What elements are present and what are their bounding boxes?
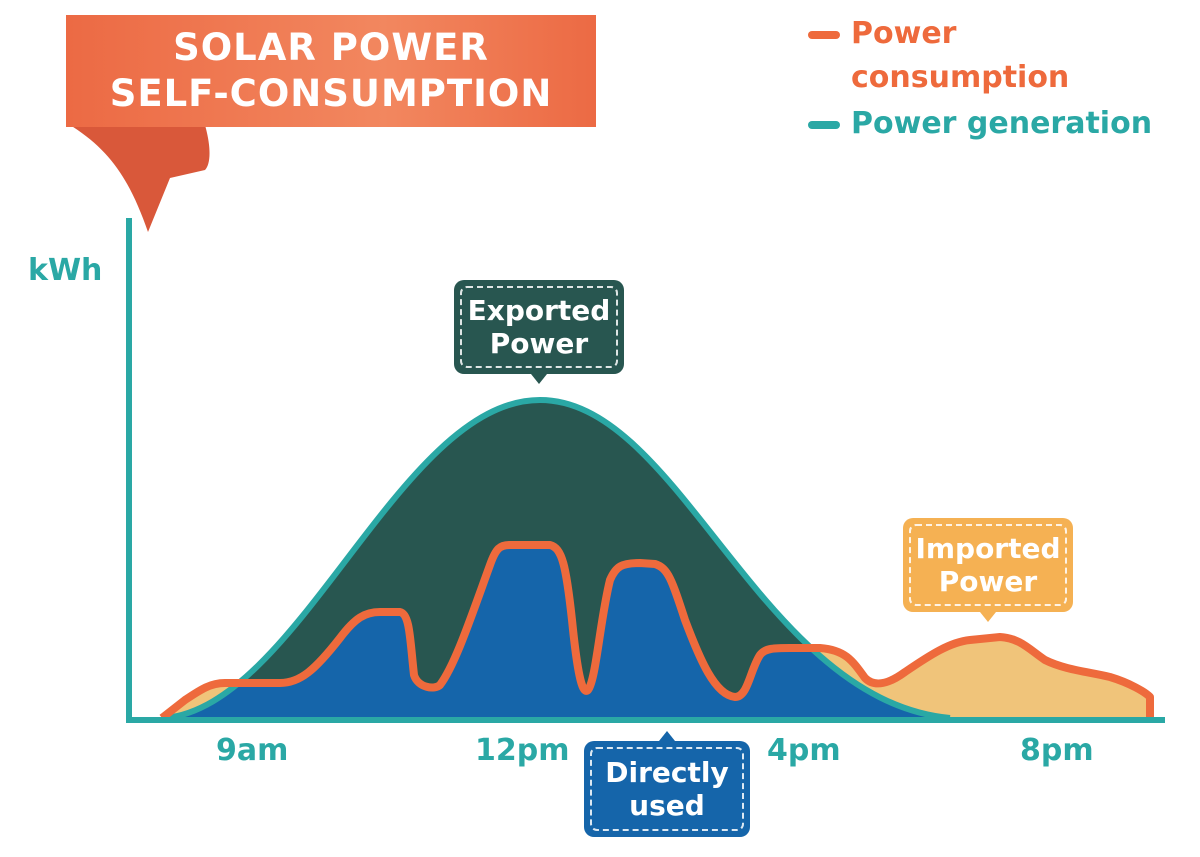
legend-item-consumption: Power consumption (808, 15, 1188, 95)
directly-used-callout: Directly used (584, 731, 750, 837)
legend-item-generation: Power generation (808, 105, 1188, 145)
legend-swatch-consumption (808, 31, 840, 39)
legend-swatch-generation (808, 121, 840, 129)
banner-tail (70, 125, 210, 232)
legend-label: Power (851, 16, 957, 51)
title-line-2: SELF-CONSUMPTION (109, 72, 553, 115)
callout-text: Power (489, 327, 589, 360)
title-line-1: SOLAR POWER (173, 26, 489, 69)
x-tick-label: 9am (216, 733, 289, 768)
legend-label: Power generation (851, 106, 1153, 141)
imported-power-callout: Imported Power (903, 518, 1073, 622)
exported-power-callout: Exported Power (454, 280, 624, 384)
x-tick-label: 8pm (1020, 733, 1094, 768)
callout-text: Exported (467, 294, 611, 327)
title-banner: SOLAR POWER SELF-CONSUMPTION (66, 15, 596, 127)
power-generation-line (164, 396, 951, 721)
y-axis-label: kWh (28, 253, 103, 288)
power-consumption-line (159, 541, 1154, 722)
callout-text: Power (938, 565, 1038, 598)
x-tick-label: 4pm (767, 733, 841, 768)
callout-text: Imported (915, 532, 1061, 565)
legend-label: consumption (851, 60, 1070, 95)
callout-text: used (629, 789, 705, 822)
callout-text: Directly (605, 756, 729, 789)
x-tick-label: 12pm (475, 733, 570, 768)
